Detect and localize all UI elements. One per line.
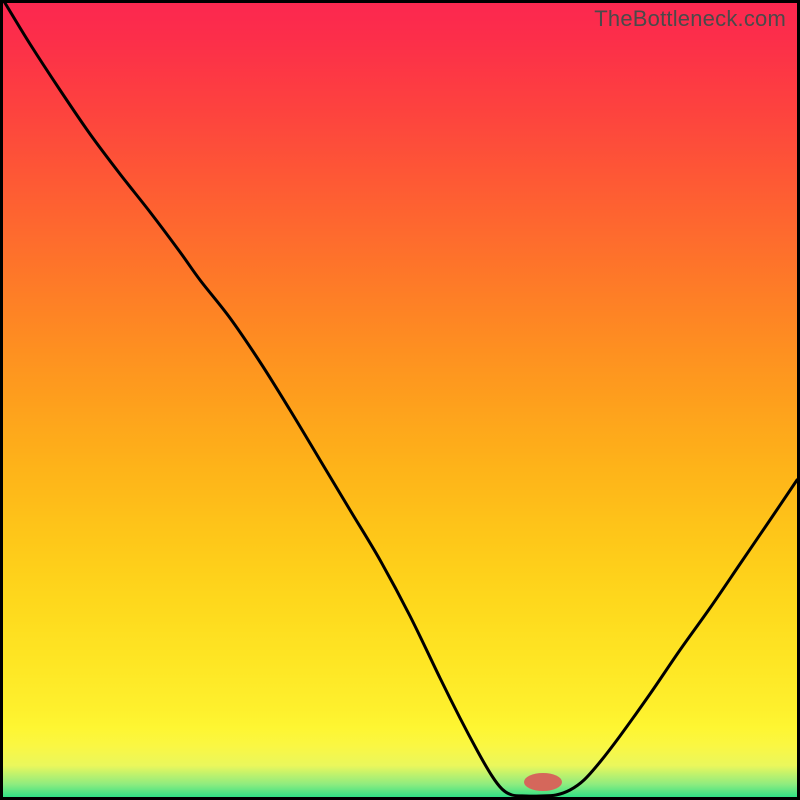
optimum-marker: [524, 773, 562, 791]
bottleneck-curve-chart: [0, 0, 800, 800]
chart-container: TheBottleneck.com: [0, 0, 800, 800]
gradient-background: [0, 0, 800, 800]
watermark-text: TheBottleneck.com: [594, 6, 786, 32]
